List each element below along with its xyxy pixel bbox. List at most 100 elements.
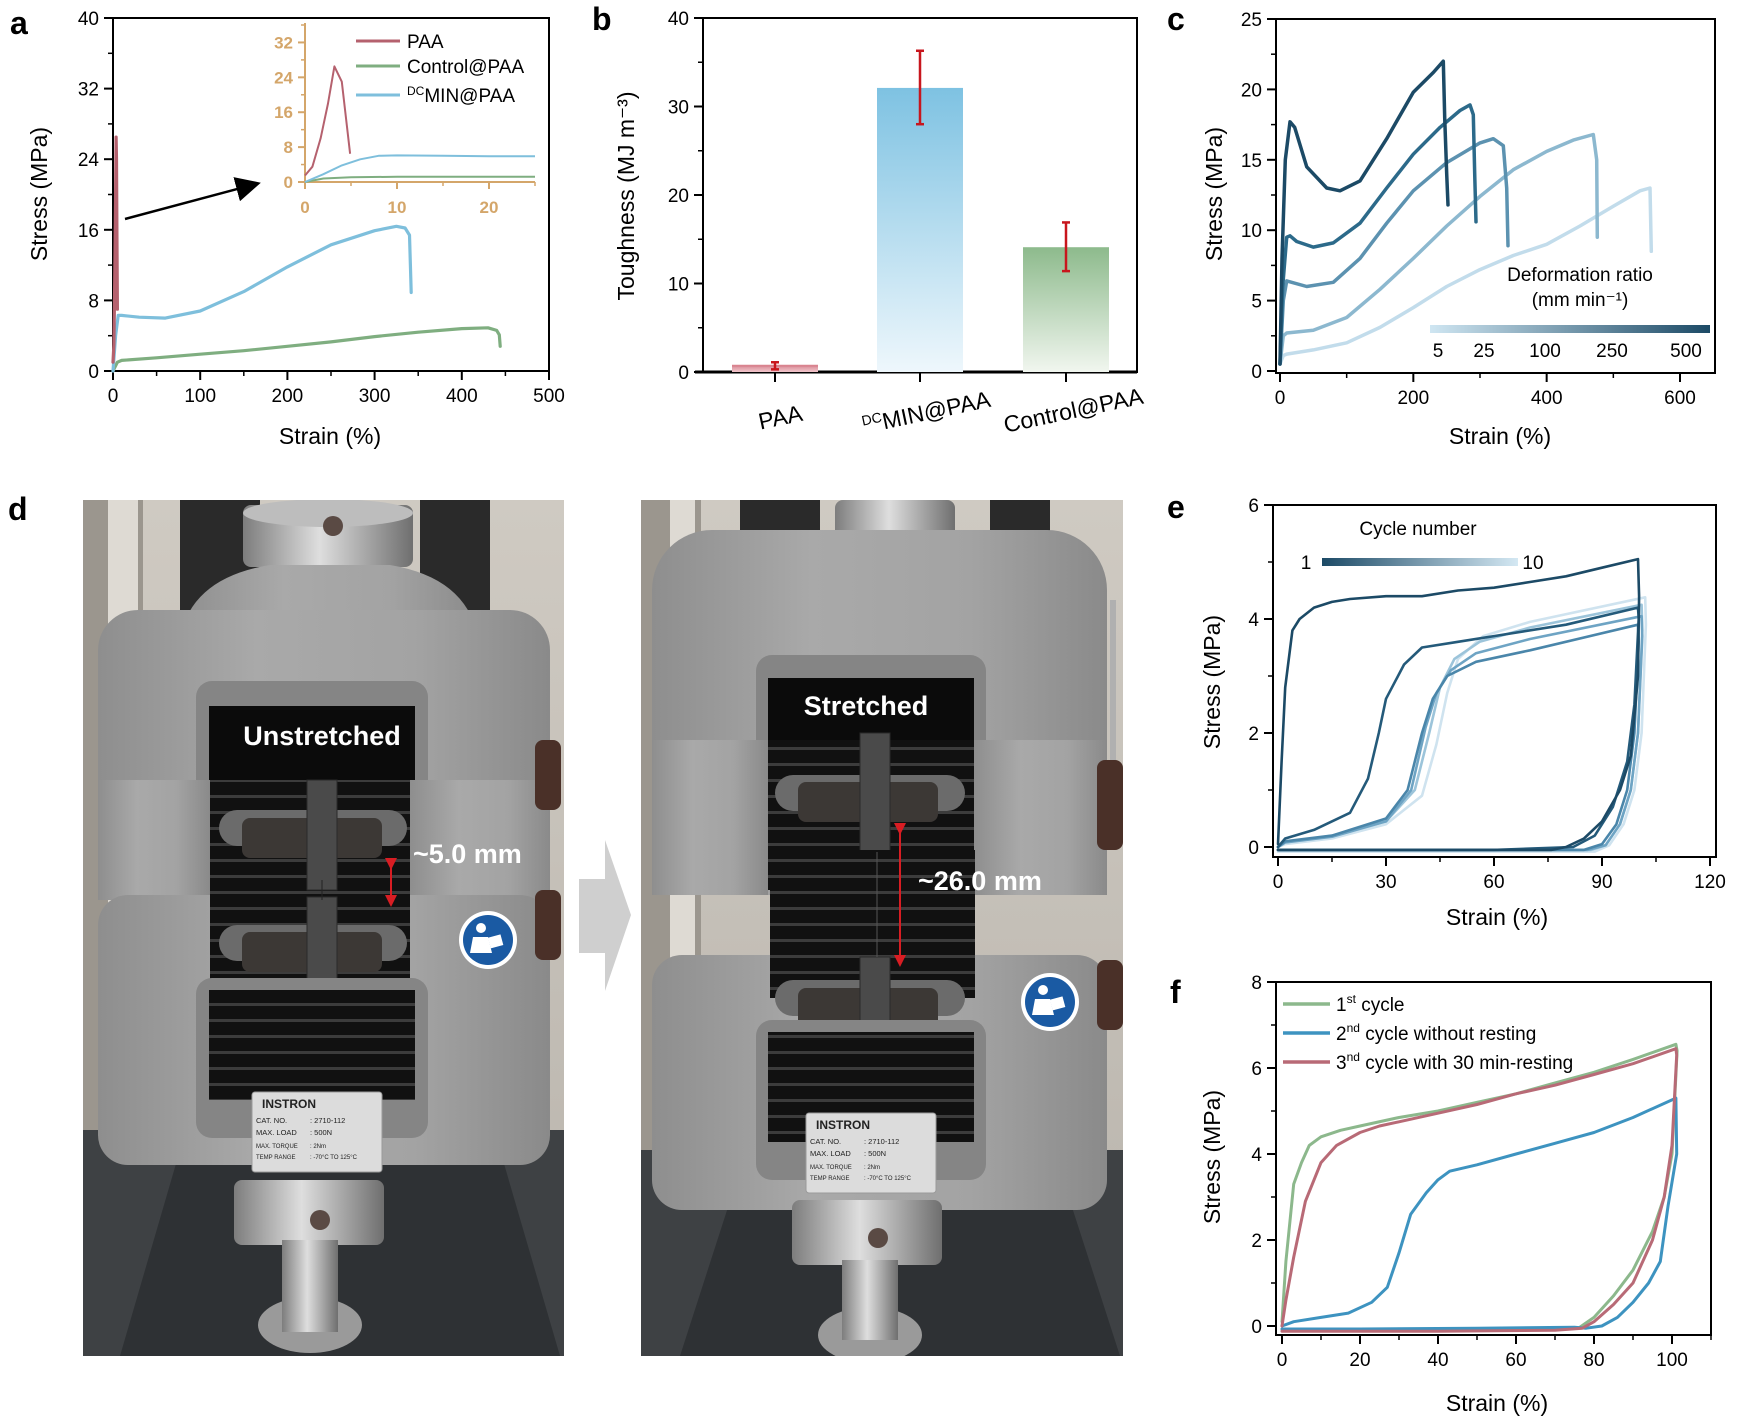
- y-tick-label: 20: [1241, 80, 1262, 101]
- panel-a-ylabel: Stress (MPa): [26, 127, 52, 261]
- panel-c-ylabel: Stress (MPa): [1201, 127, 1227, 261]
- panel-e-series-cycle-2: [1276, 606, 1640, 852]
- y-tick-label: 0: [1251, 362, 1262, 383]
- x-tick-label: 0: [1277, 1350, 1288, 1371]
- inset-y-tick-label: 32: [274, 33, 293, 52]
- plate-value: : 500N: [864, 1149, 886, 1158]
- inset-x-tick-label: 0: [300, 198, 309, 217]
- panel-e-ylabel: Stress (MPa): [1199, 615, 1225, 749]
- plate-key: CAT. NO.: [256, 1116, 287, 1125]
- panel-c-axes: 0 200 400 600 0 5 10 15 20 25: [1241, 10, 1716, 409]
- panel-f-legend: 1st cycle 2nd cycle without resting 3nd …: [1283, 992, 1573, 1074]
- plate-key: TEMP RANGE: [810, 1176, 850, 1182]
- inset-series-control-paa: [304, 175, 535, 183]
- y-tick-label: 20: [668, 186, 689, 207]
- chart-panel-c: 0 200 400 600 0 5 10 15 20 25 Deformation ratio (…: [1201, 10, 1716, 449]
- panel-f-axes: 0 20 40 60 80 100 0 2 4 6 8: [1251, 973, 1712, 1371]
- plot-frame: [1272, 504, 1717, 858]
- panel-a-series-paa: [111, 135, 119, 364]
- panel-c-series-25: [1278, 132, 1600, 366]
- x-tick-label: 80: [1583, 1350, 1604, 1371]
- gap-label-unstretched: ~5.0 mm: [413, 839, 522, 869]
- plate-key: TEMP RANGE: [256, 1155, 296, 1161]
- x-tick-label: 60: [1505, 1350, 1526, 1371]
- panel-f-ylabel: Stress (MPa): [1199, 1090, 1225, 1224]
- x-tick-label: 0: [1273, 872, 1284, 893]
- y-tick-label: 6: [1248, 496, 1259, 517]
- panel-e-xlabel: Strain (%): [1446, 904, 1548, 930]
- xtick-label-control: Control@PAA: [1001, 383, 1146, 438]
- legend-label-control: Control@PAA: [407, 57, 524, 78]
- y-tick-label: 2: [1248, 724, 1259, 745]
- y-tick-label: 4: [1248, 610, 1259, 631]
- plate-key: MAX. LOAD: [810, 1149, 851, 1158]
- bar-dcmin-paa: [877, 87, 963, 372]
- photo-panel-d: ~5.0 mm Unstretched INSTRON CAT. NO. : 2…: [83, 500, 1123, 1356]
- panel-f-xlabel: Strain (%): [1446, 1390, 1548, 1416]
- x-tick-label: 400: [1531, 388, 1563, 409]
- colorbar-c-title: Deformation ratio: [1507, 265, 1653, 286]
- y-tick-label: 5: [1251, 292, 1262, 313]
- x-tick-label: 0: [1275, 388, 1286, 409]
- y-tick-label: 4: [1251, 1145, 1262, 1166]
- x-tick-label: 400: [446, 386, 478, 407]
- inset-series-dcmin-paa: [304, 154, 535, 183]
- legend-label-paa: PAA: [407, 32, 444, 53]
- inset-x-tick-label: 10: [388, 198, 407, 217]
- panel-b-ylabel: Toughness (MJ m⁻³): [613, 92, 639, 301]
- gap-label-stretched: ~26.0 mm: [918, 866, 1042, 896]
- inset-series-paa: [304, 65, 352, 177]
- plate-value: : -70°C TO 125°C: [864, 1176, 912, 1182]
- panel-label-d: d: [8, 491, 28, 527]
- plate-value: : 2710-112: [864, 1137, 899, 1146]
- read-manual-icon: [1021, 973, 1079, 1031]
- colorbar-c-ticks: 5 25 100 250 500: [1433, 341, 1702, 362]
- x-tick-label: 90: [1591, 872, 1612, 893]
- panel-label-b: b: [592, 1, 612, 37]
- chart-panel-e: 0 30 60 90 120 0 2 4 6 Cycle number 1 10 Strain …: [1199, 496, 1726, 930]
- panel-a-series-dcmin-paa: [111, 224, 413, 373]
- panel-e-series-cycle-4: [1276, 623, 1640, 852]
- instron-plate-left: INSTRON CAT. NO. : 2710-112 MAX. LOAD : …: [251, 1091, 383, 1173]
- legend-label-dcmin: DCMIN@PAA: [407, 84, 515, 107]
- y-tick-label: 0: [88, 362, 99, 383]
- plate-value: : 2Nm: [310, 1144, 326, 1150]
- right-arrow-icon: [579, 840, 631, 991]
- panel-e-series-cycle-6: [1276, 614, 1644, 852]
- x-tick-label: 600: [1664, 388, 1696, 409]
- y-tick-label: 40: [668, 9, 689, 30]
- panel-a-xlabel: Strain (%): [279, 423, 381, 449]
- y-tick-label: 30: [668, 98, 689, 119]
- inset-pointer-arrow: [124, 177, 261, 221]
- panel-label-a: a: [10, 5, 28, 41]
- panel-c-series-250: [1278, 103, 1478, 366]
- photo-unstretched: ~5.0 mm Unstretched INSTRON CAT. NO. : 2…: [83, 500, 564, 1356]
- y-tick-label: 10: [668, 275, 689, 296]
- x-tick-label: 30: [1375, 872, 1396, 893]
- panel-e-series-cycle-1: [1276, 557, 1641, 852]
- legend-label-2nd: 2nd cycle without resting: [1336, 1021, 1536, 1045]
- y-tick-label: 15: [1241, 151, 1262, 172]
- plate-value: : -70°C TO 125°C: [310, 1155, 358, 1161]
- photo-label-stretched: Stretched: [804, 691, 929, 721]
- legend-label-1st: 1st cycle: [1336, 992, 1405, 1016]
- colorbar-e-tick-high: 10: [1522, 553, 1543, 574]
- y-tick-label: 0: [1248, 838, 1259, 859]
- y-tick-label: 32: [78, 80, 99, 101]
- xtick-label-dcmin: DCMIN@PAA: [860, 386, 993, 439]
- x-tick-label: 20: [1349, 1350, 1370, 1371]
- x-tick-label: 300: [359, 386, 391, 407]
- panel-label-e: e: [1167, 489, 1185, 525]
- legend-label-3rd: 3nd cycle with 30 min-resting: [1336, 1050, 1573, 1074]
- panel-a-plot: [111, 135, 502, 373]
- inset-y-tick-label: 8: [284, 138, 293, 157]
- x-tick-label: 500: [533, 386, 565, 407]
- panel-a-inset: 0 10 20 0 8 16 24 32: [274, 23, 536, 217]
- colorbar-e-tick-low: 1: [1301, 553, 1312, 574]
- plate-brand: INSTRON: [262, 1097, 316, 1111]
- panel-label-c: c: [1167, 1, 1185, 37]
- panel-e-axes: 0 30 60 90 120 0 2 4 6: [1248, 496, 1725, 893]
- panel-c-series-100: [1278, 136, 1510, 366]
